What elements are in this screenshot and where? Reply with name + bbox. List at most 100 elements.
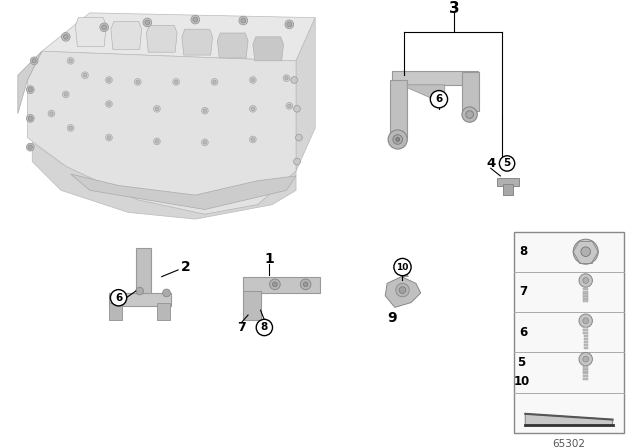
Circle shape bbox=[300, 279, 311, 289]
FancyBboxPatch shape bbox=[584, 329, 588, 332]
Polygon shape bbox=[243, 277, 320, 293]
Text: 8: 8 bbox=[519, 245, 527, 258]
Circle shape bbox=[283, 75, 290, 82]
Circle shape bbox=[67, 57, 74, 64]
Circle shape bbox=[82, 72, 88, 78]
Polygon shape bbox=[147, 26, 177, 52]
Circle shape bbox=[156, 107, 159, 111]
Circle shape bbox=[83, 73, 86, 77]
Circle shape bbox=[48, 110, 55, 117]
Circle shape bbox=[583, 278, 589, 284]
Circle shape bbox=[499, 156, 515, 171]
Circle shape bbox=[294, 105, 300, 112]
Circle shape bbox=[163, 289, 170, 297]
FancyBboxPatch shape bbox=[584, 341, 588, 343]
Circle shape bbox=[579, 314, 593, 327]
Circle shape bbox=[581, 247, 591, 257]
Text: 7: 7 bbox=[237, 321, 246, 334]
FancyBboxPatch shape bbox=[583, 327, 588, 328]
Circle shape bbox=[273, 282, 277, 287]
Circle shape bbox=[296, 134, 302, 141]
Circle shape bbox=[108, 102, 111, 106]
Circle shape bbox=[396, 284, 409, 297]
Circle shape bbox=[291, 77, 298, 83]
FancyBboxPatch shape bbox=[392, 71, 478, 85]
Circle shape bbox=[28, 116, 33, 121]
Circle shape bbox=[287, 104, 291, 108]
Polygon shape bbox=[70, 174, 296, 210]
Polygon shape bbox=[296, 17, 316, 171]
Circle shape bbox=[394, 258, 411, 276]
Circle shape bbox=[202, 139, 208, 146]
Text: 7: 7 bbox=[519, 285, 527, 298]
Circle shape bbox=[136, 80, 140, 84]
Polygon shape bbox=[385, 277, 420, 307]
FancyBboxPatch shape bbox=[584, 332, 588, 334]
FancyBboxPatch shape bbox=[583, 366, 588, 369]
Circle shape bbox=[143, 18, 152, 27]
FancyBboxPatch shape bbox=[584, 344, 588, 346]
FancyBboxPatch shape bbox=[583, 375, 588, 377]
FancyBboxPatch shape bbox=[136, 248, 151, 301]
FancyBboxPatch shape bbox=[583, 288, 588, 290]
Circle shape bbox=[396, 138, 399, 142]
FancyBboxPatch shape bbox=[514, 232, 624, 433]
Circle shape bbox=[579, 274, 593, 287]
Circle shape bbox=[191, 15, 200, 24]
Circle shape bbox=[154, 105, 160, 112]
Circle shape bbox=[156, 140, 159, 143]
Circle shape bbox=[388, 130, 407, 149]
Polygon shape bbox=[42, 13, 316, 61]
Text: 2: 2 bbox=[181, 260, 191, 274]
Circle shape bbox=[67, 125, 74, 131]
Circle shape bbox=[286, 103, 292, 109]
Text: 5: 5 bbox=[504, 159, 511, 168]
Text: 6: 6 bbox=[435, 94, 443, 104]
Circle shape bbox=[193, 17, 198, 22]
FancyBboxPatch shape bbox=[462, 72, 479, 111]
Circle shape bbox=[26, 143, 34, 151]
Circle shape bbox=[393, 135, 403, 144]
Circle shape bbox=[111, 289, 127, 306]
Circle shape bbox=[583, 356, 589, 362]
Circle shape bbox=[399, 287, 406, 293]
Circle shape bbox=[579, 353, 593, 366]
Circle shape bbox=[250, 77, 256, 83]
Text: 5: 5 bbox=[517, 356, 525, 369]
Circle shape bbox=[250, 136, 256, 143]
Polygon shape bbox=[28, 51, 296, 214]
FancyBboxPatch shape bbox=[157, 302, 170, 320]
Circle shape bbox=[250, 105, 256, 112]
Polygon shape bbox=[525, 414, 612, 425]
Circle shape bbox=[573, 239, 598, 264]
Circle shape bbox=[145, 20, 150, 25]
FancyBboxPatch shape bbox=[583, 293, 588, 296]
Text: 10: 10 bbox=[396, 263, 409, 271]
Polygon shape bbox=[401, 267, 408, 277]
Circle shape bbox=[30, 57, 38, 65]
Polygon shape bbox=[18, 51, 42, 114]
Text: 6: 6 bbox=[519, 326, 527, 339]
Circle shape bbox=[50, 112, 53, 115]
Circle shape bbox=[251, 138, 255, 141]
Polygon shape bbox=[243, 291, 260, 320]
Circle shape bbox=[108, 78, 111, 82]
FancyBboxPatch shape bbox=[503, 184, 513, 195]
Polygon shape bbox=[111, 22, 141, 49]
Text: 6: 6 bbox=[115, 293, 122, 303]
Circle shape bbox=[285, 76, 288, 80]
Circle shape bbox=[430, 90, 447, 108]
Circle shape bbox=[294, 158, 300, 165]
Text: 3: 3 bbox=[449, 0, 460, 16]
Circle shape bbox=[287, 22, 292, 27]
FancyBboxPatch shape bbox=[583, 369, 588, 371]
Text: 65302: 65302 bbox=[552, 439, 586, 448]
Circle shape bbox=[269, 279, 280, 289]
FancyBboxPatch shape bbox=[584, 335, 588, 337]
Circle shape bbox=[106, 101, 113, 108]
Circle shape bbox=[303, 282, 308, 287]
FancyBboxPatch shape bbox=[109, 293, 172, 306]
Text: 9: 9 bbox=[387, 311, 397, 325]
Circle shape bbox=[102, 25, 107, 30]
FancyBboxPatch shape bbox=[390, 80, 407, 138]
